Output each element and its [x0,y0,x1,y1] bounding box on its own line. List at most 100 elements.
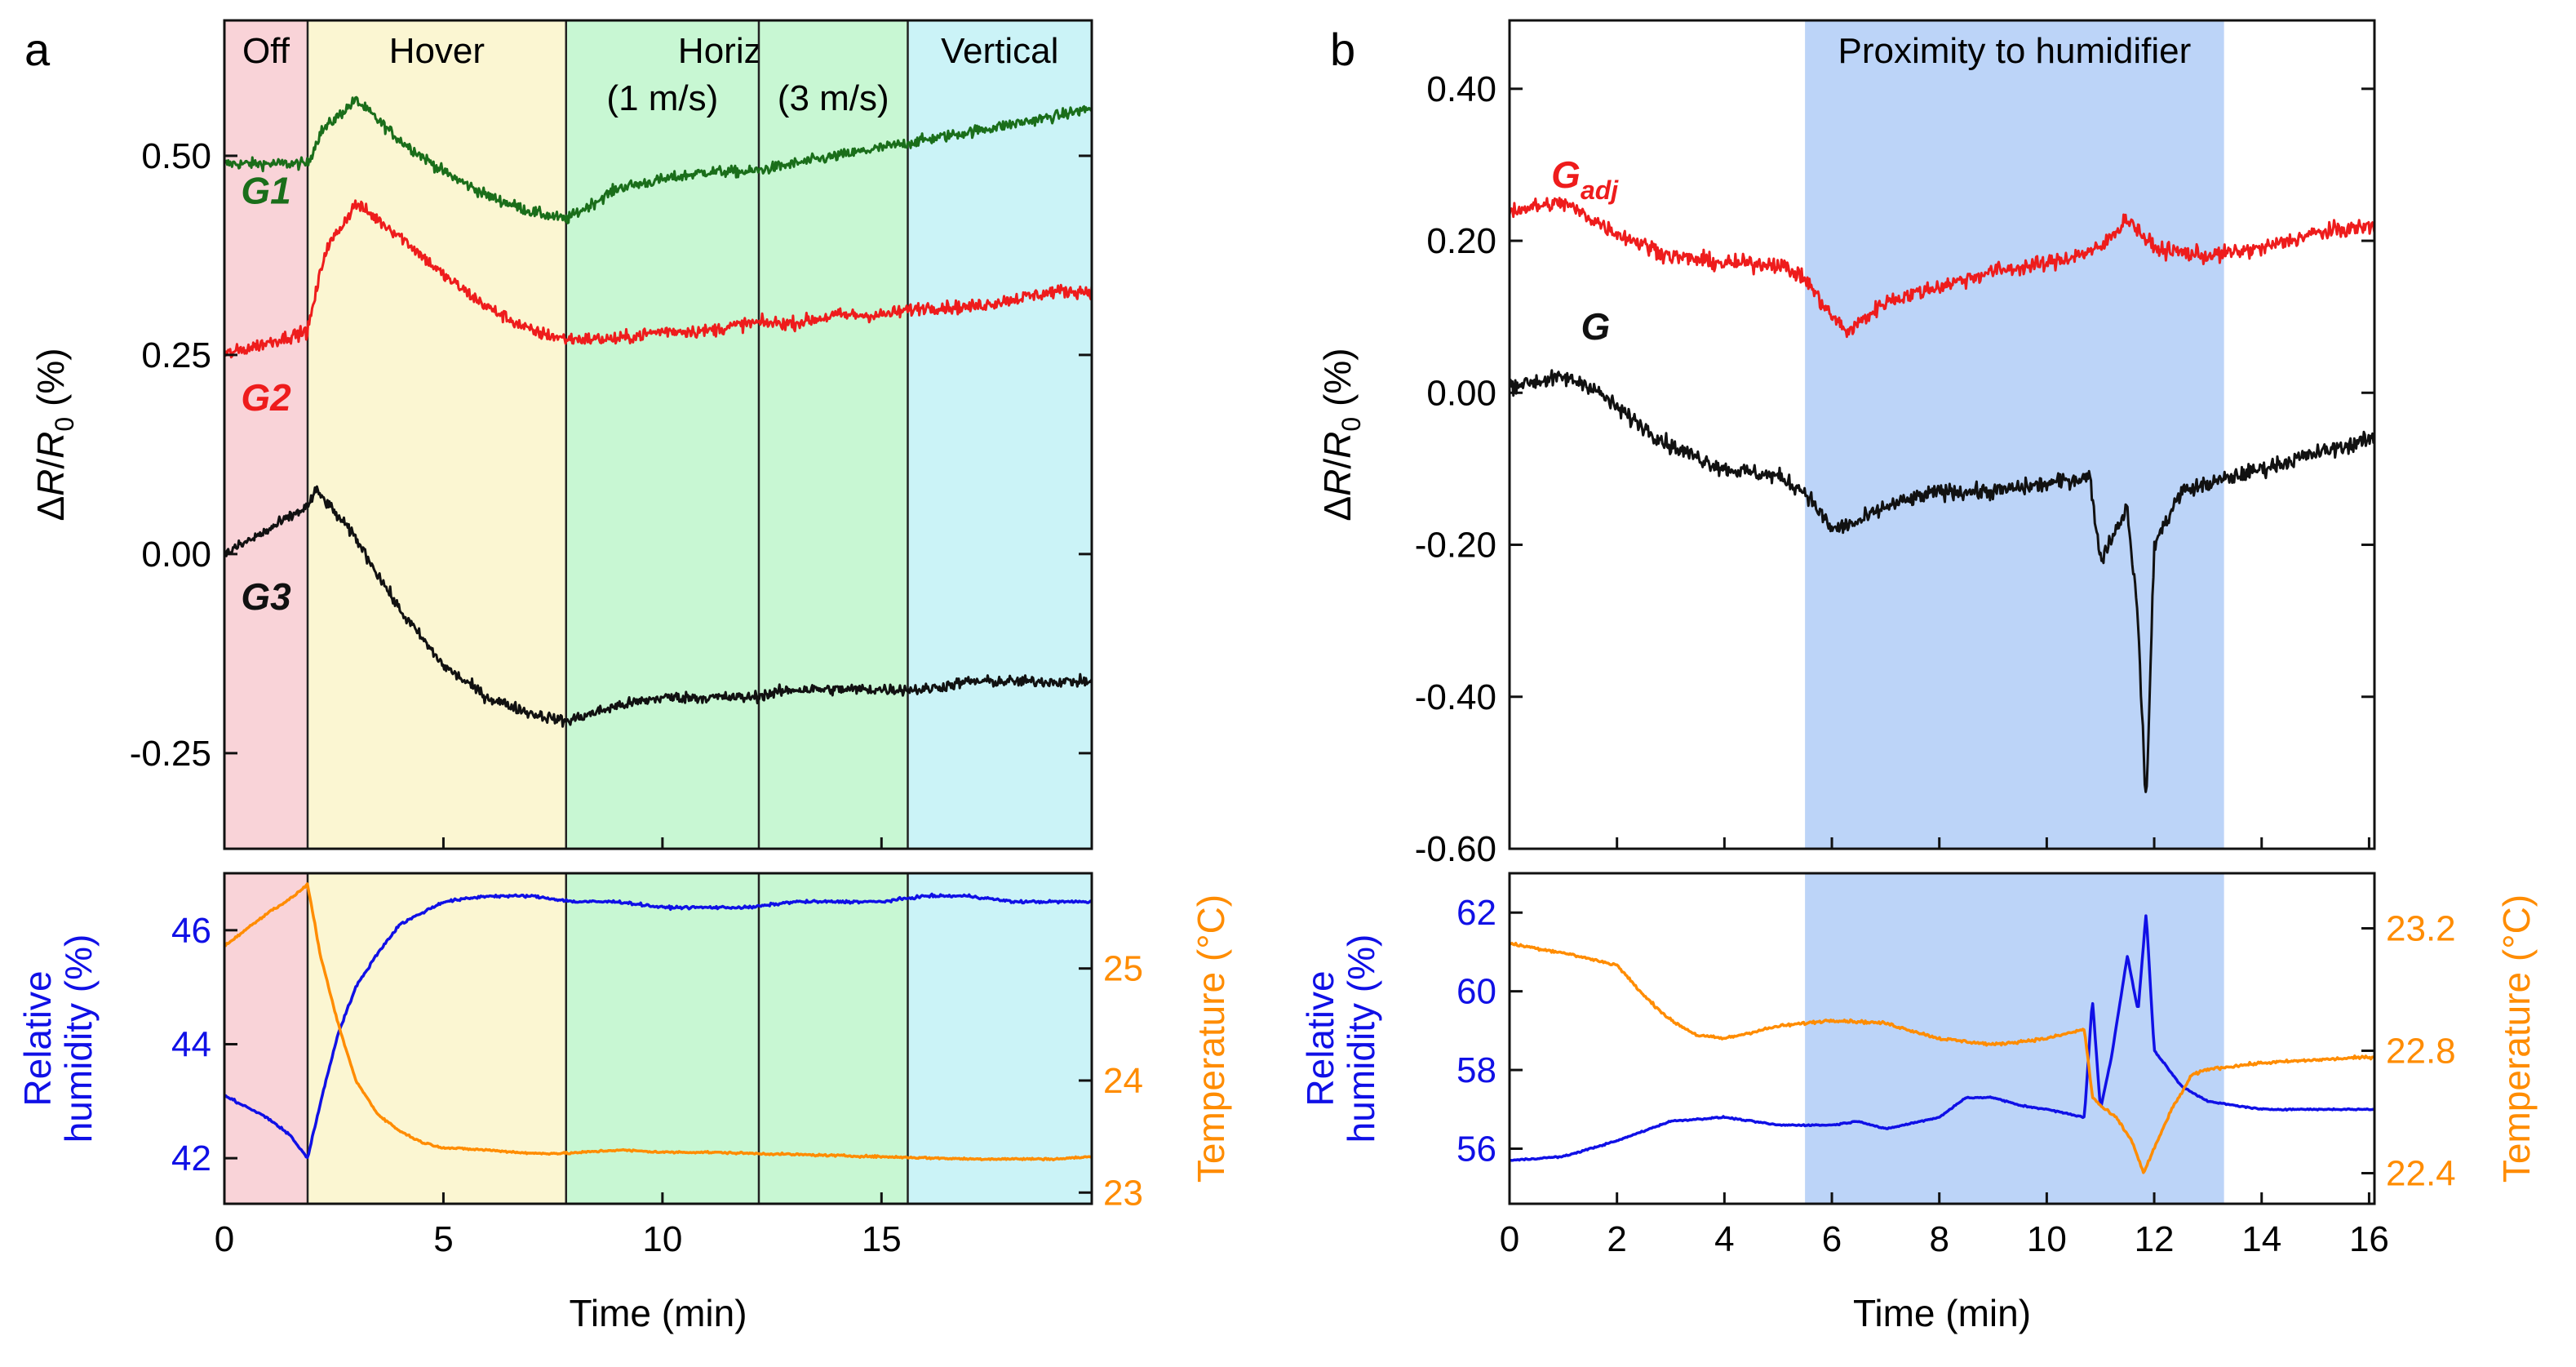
y-tick-label-right: 22.4 [2386,1154,2456,1194]
series-label-name: G3 [241,575,291,618]
y-tick-label-right: 22.8 [2386,1032,2456,1072]
y-tick-label-left: 60 [1456,972,1496,1012]
panel-letter: a [24,24,51,75]
y-tick-label: 0.25 [141,335,211,375]
x-tick-label: 12 [2135,1219,2175,1259]
y-axis-label-right: Temperature (°C) [1190,894,1232,1183]
x-tick-label: 16 [2349,1219,2389,1259]
y-tick-label: -0.60 [1415,829,1496,869]
y-axis-label-part: (%) [1316,348,1359,416]
x-tick-label: 10 [642,1219,682,1259]
region-band [1805,873,2224,1204]
region-band [224,20,308,849]
series-line-g3 [224,485,1093,728]
y-tick-label-right: 23 [1103,1173,1143,1213]
y-tick-label-left: 62 [1456,893,1496,933]
y-axis-label-part: 0 [1337,417,1366,432]
y-axis-label-part: / [1316,459,1359,469]
region-label: Off [242,31,290,71]
region-band [907,20,1092,849]
series-line-temperature [224,882,1093,1162]
region-band [308,20,566,849]
y-tick-label: -0.25 [130,734,211,774]
y-tick-label: 0.50 [141,136,211,176]
series-label: G2 [241,376,291,419]
y-tick-label-left: 56 [1456,1130,1496,1169]
plot-frame [223,872,1093,1205]
y-axis-label-part: R [1316,469,1359,496]
y-tick-label: -0.40 [1415,677,1496,717]
panel-b: b Proximity to humidifierGGadj-0.60-0.40-… [1299,19,2538,1334]
y-tick-label-right: 24 [1103,1061,1143,1101]
series-label-name: G1 [241,169,290,211]
series-label-name: G [1581,305,1610,348]
region-band [224,873,308,1204]
y-tick-label-left: 58 [1456,1050,1496,1090]
region-band [758,20,908,849]
series-label: G3 [241,575,291,618]
y-tick-label: 0.00 [141,535,211,575]
y-axis-label-part: 0 [50,417,79,432]
y-axis-label-left-line: humidity (%) [57,934,100,1143]
region-band [565,873,759,1204]
y-tick-label-right: 25 [1103,949,1143,989]
y-axis-label-part: R [1316,432,1359,459]
panel-a: aOffHoverHorizontal(1 m/s)(3 m/s)Vertica… [16,19,1232,1334]
region-label: Vertical [941,31,1058,71]
plot-frame [1508,19,2376,850]
y-tick-label-left: 42 [171,1138,211,1178]
series-label-name: G2 [241,376,291,419]
series-line-g2 [223,199,1093,359]
x-tick-label: 0 [215,1219,234,1259]
y-axis-label-part: (%) [29,348,72,416]
y-tick-label-left: 44 [171,1024,211,1064]
region-band [758,873,908,1204]
y-axis-label-left-line: humidity (%) [1340,934,1382,1143]
x-tick-label: 10 [2027,1219,2067,1259]
y-tick-label: 0.20 [1426,221,1496,261]
x-tick-label: 2 [1607,1219,1626,1259]
series-label-subscript: adj [1581,175,1619,205]
y-axis-label: ΔR/R0 (%) [1316,348,1366,521]
x-tick-label: 5 [433,1219,453,1259]
y-axis-label: ΔR/R0 (%) [29,348,79,521]
region-label: Proximity to humidifier [1838,31,2191,71]
series-line-relative-humidity [1509,914,2375,1162]
series-label: G1 [241,169,290,211]
y-axis-label-left: Relativehumidity (%) [1299,934,1382,1143]
y-axis-label-right: Temperature (°C) [2495,894,2538,1183]
y-axis-label-part: R [29,469,72,496]
y-tick-label: 0.00 [1426,373,1496,413]
y-axis-label-part: R [29,432,72,459]
region-band [565,20,759,849]
y-tick-label-right: 23.2 [2386,909,2456,949]
panel-letter: b [1330,24,1355,75]
y-tick-label: 0.40 [1426,69,1496,109]
region-sublabel: (1 m/s) [606,78,718,118]
series-line-g [1508,369,2376,793]
region-band [308,873,566,1204]
plot-frame [223,19,1093,850]
x-tick-label: 8 [1929,1219,1949,1259]
x-axis-label: Time (min) [569,1292,747,1334]
y-axis-label-left-line: Relative [1299,970,1341,1106]
y-axis-label-left: Relativehumidity (%) [16,934,100,1143]
y-axis-label-part: / [29,459,72,469]
region-band [907,873,1092,1204]
region-label: Hover [389,31,485,71]
plot-frame [1508,872,2376,1205]
region-sublabel: (3 m/s) [778,78,889,118]
series-line-gadj [1508,197,2376,339]
x-axis-label: Time (min) [1853,1292,2031,1334]
series-label-name: G [1551,153,1581,196]
y-tick-label: -0.20 [1415,526,1496,566]
x-tick-label: 6 [1822,1219,1842,1259]
x-tick-label: 14 [2241,1219,2281,1259]
y-tick-label-left: 46 [171,911,211,951]
y-axis-label-left-line: Relative [16,970,59,1106]
series-label: Gadj [1551,153,1619,205]
x-tick-label: 0 [1500,1219,1519,1259]
series-line-temperature [1509,941,2376,1174]
x-tick-label: 4 [1714,1219,1734,1259]
